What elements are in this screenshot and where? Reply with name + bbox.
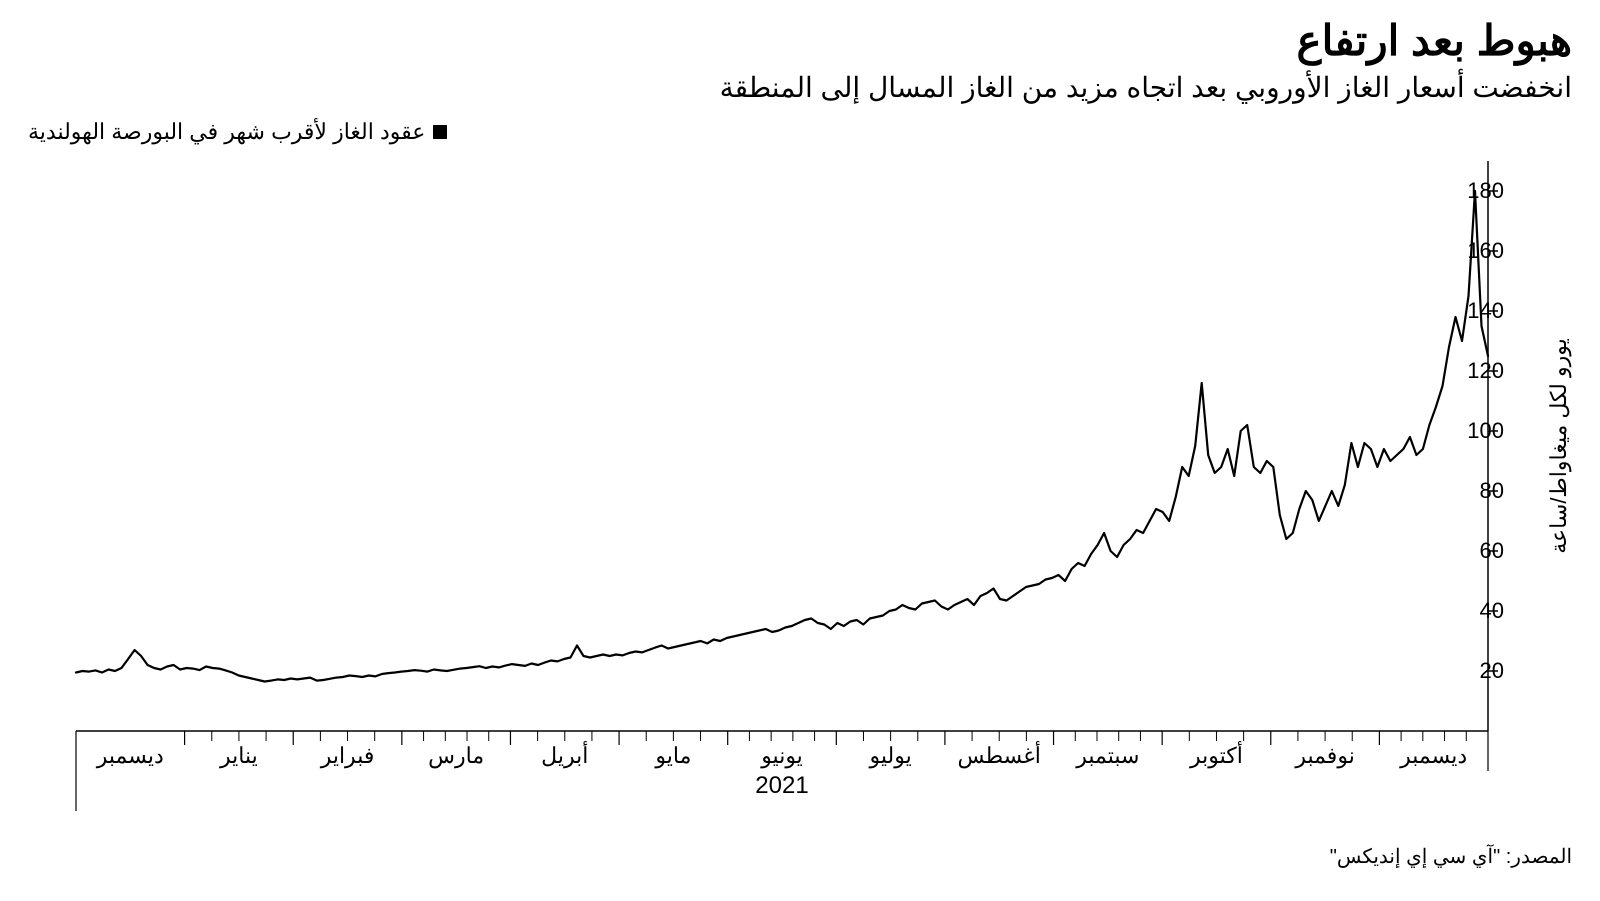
svg-text:فبراير: فبراير [320,743,375,769]
svg-text:20: 20 [1480,658,1504,683]
chart-source: المصدر: "آي سي إي إنديكس" [28,844,1572,869]
svg-text:يورو لكل ميغاواط/ساعة: يورو لكل ميغاواط/ساعة [1546,338,1572,553]
chart-container: هبوط بعد ارتفاع انخفضت أسعار الغاز الأور… [0,0,1600,901]
svg-text:أبريل: أبريل [541,740,588,769]
legend-square-icon [433,125,447,139]
svg-text:يناير: يناير [219,743,258,769]
svg-text:ديسمبر: ديسمبر [1399,743,1467,769]
svg-text:2021: 2021 [755,772,808,799]
svg-text:سبتمبر: سبتمبر [1075,743,1139,769]
svg-text:مايو: مايو [654,743,691,769]
chart-legend: عقود الغاز لأقرب شهر في البورصة الهولندي… [28,119,1572,145]
line-chart-svg: 20406080100120140160180يورو لكل ميغاواط/… [28,151,1572,831]
svg-text:مارس: مارس [428,743,484,769]
svg-text:يوليو: يوليو [869,743,912,769]
svg-text:ديسمبر: ديسمبر [96,743,164,769]
svg-text:60: 60 [1480,538,1504,563]
svg-text:أكتوبر: أكتوبر [1189,740,1243,769]
legend-label: عقود الغاز لأقرب شهر في البورصة الهولندي… [28,119,425,145]
svg-text:يونيو: يونيو [760,743,803,769]
chart-subtitle: انخفضت أسعار الغاز الأوروبي بعد اتجاه مز… [28,70,1572,105]
svg-text:180: 180 [1467,178,1504,203]
chart-title: هبوط بعد ارتفاع [28,18,1572,64]
svg-text:أغسطس: أغسطس [958,740,1041,769]
svg-text:40: 40 [1480,598,1504,623]
svg-text:100: 100 [1467,418,1504,443]
svg-text:140: 140 [1467,298,1504,323]
svg-text:نوفمبر: نوفمبر [1294,743,1355,769]
chart-plot-area: 20406080100120140160180يورو لكل ميغاواط/… [28,151,1572,836]
svg-text:120: 120 [1467,358,1504,383]
svg-text:80: 80 [1480,478,1504,503]
